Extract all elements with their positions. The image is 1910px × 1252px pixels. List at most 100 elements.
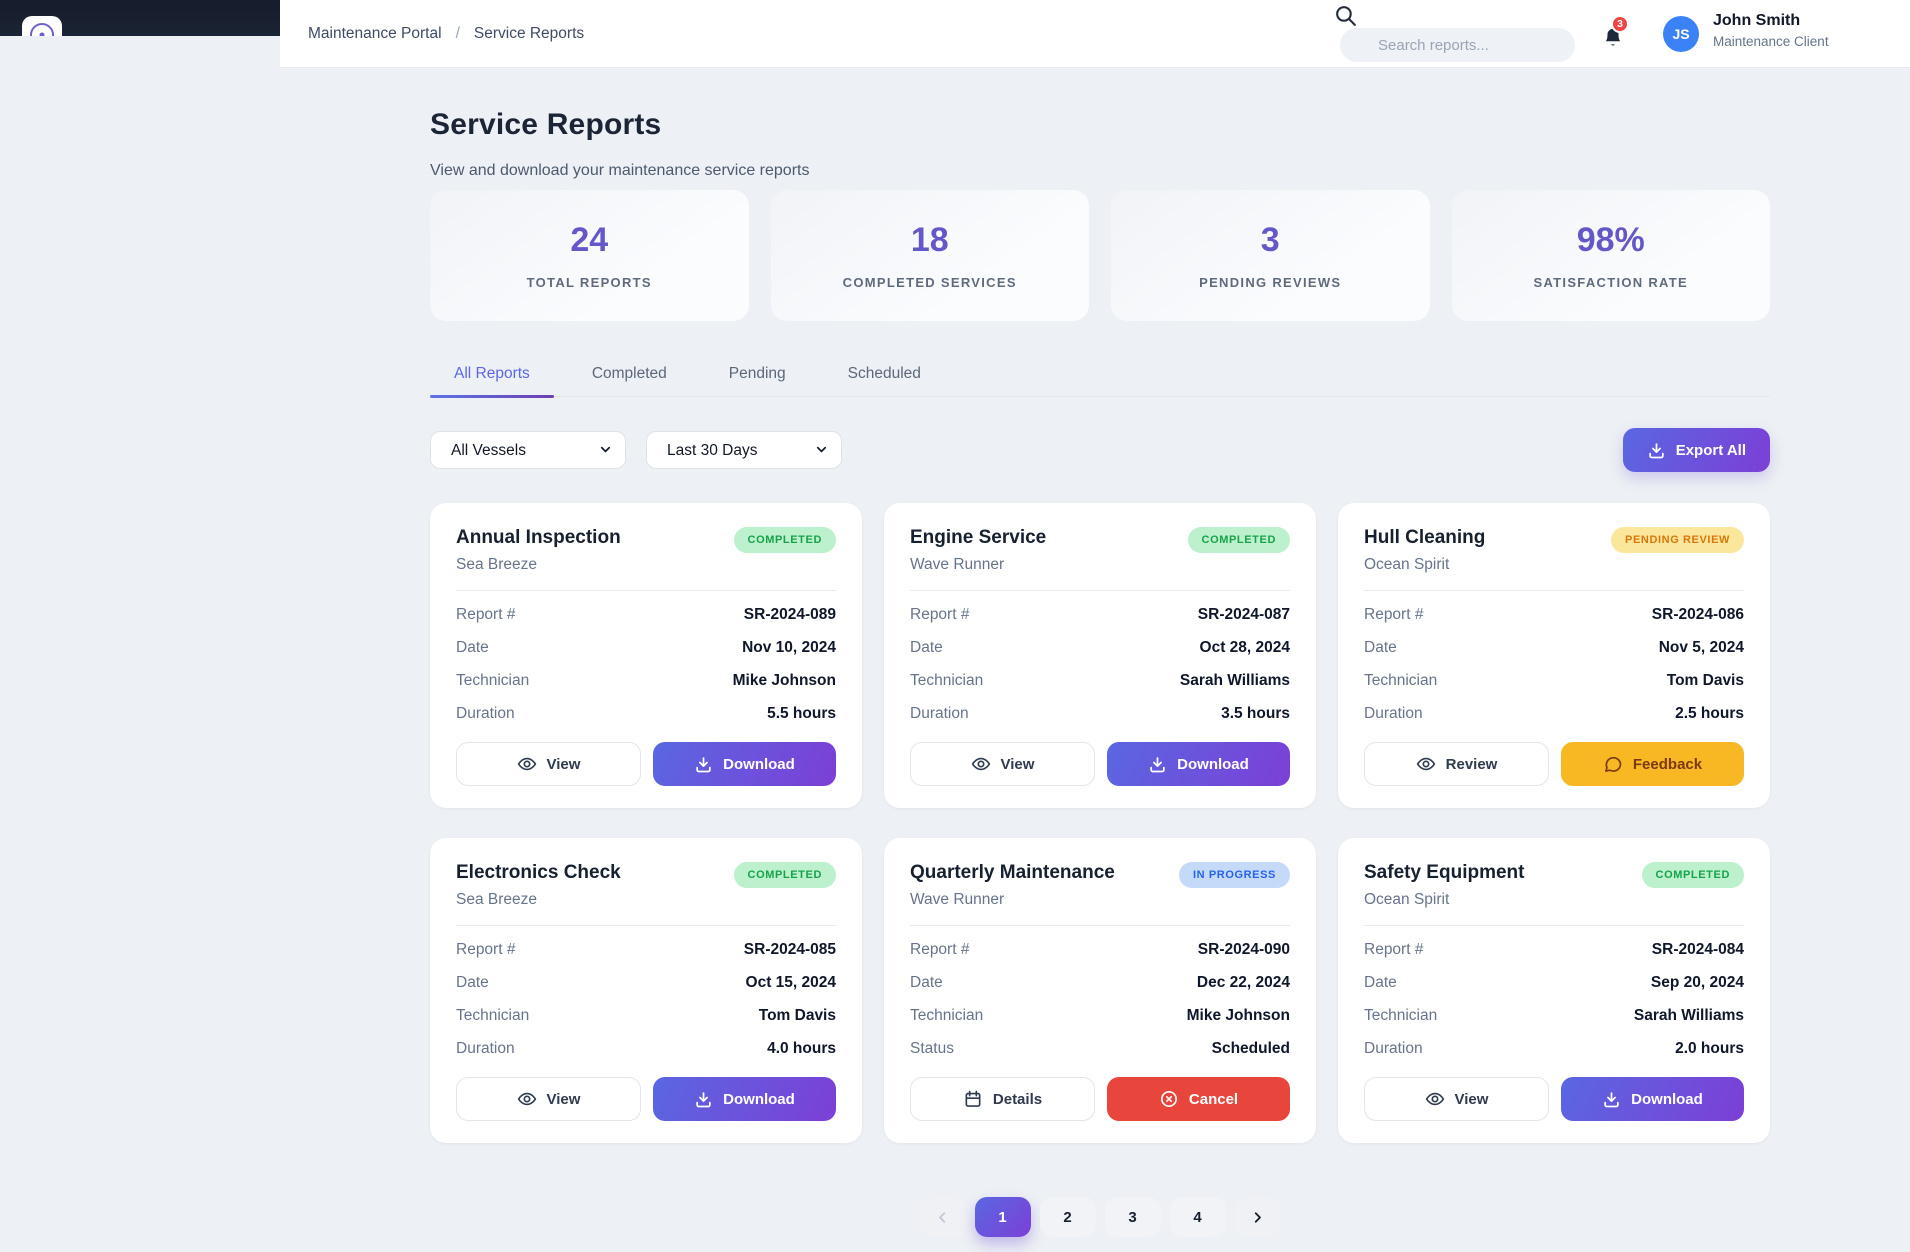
tab-pending[interactable]: Pending [728,365,786,383]
tab-completed[interactable]: Completed [591,365,667,383]
report-title: Annual Inspection [456,527,621,549]
stat-card: 24 TOTAL REPORTS [430,190,749,322]
stat-card: 3 PENDING REVIEWS [1111,190,1430,322]
filters-row: All Vessels Last 30 Days Export All [430,428,1770,473]
stat-value: 98% [1576,221,1645,260]
stat-label: COMPLETED SERVICES [842,275,1017,291]
eye-icon [1425,1089,1445,1109]
stats-row: 24 TOTAL REPORTS 18 COMPLETED SERVICES 3… [430,190,1770,322]
field-value: Mike Johnson [1186,1007,1290,1025]
cancel-button[interactable]: Cancel [1107,1077,1290,1122]
view-button[interactable]: View [456,742,641,787]
divider [910,590,1290,592]
export-all-button[interactable]: Export All [1622,428,1770,473]
view-button[interactable]: View [910,742,1095,787]
vessel-filter: All Vessels [430,431,626,470]
field-label: Date [456,639,489,657]
button-label: Download [1631,1090,1703,1108]
notifications-button[interactable]: 3 [1602,15,1629,51]
field-value: 5.5 hours [767,705,836,723]
vessel-select[interactable]: All Vessels [430,431,626,470]
reports-grid: Annual Inspection Sea Breeze COMPLETED R… [430,503,1770,1144]
report-field-technician: Technician Sarah Williams [910,672,1290,690]
details-button[interactable]: Details [910,1077,1095,1122]
download-button[interactable]: Download [653,742,836,787]
status-badge: COMPLETED [1187,527,1290,554]
button-label: Download [723,755,795,773]
field-value: Sarah Williams [1179,672,1290,690]
report-card: Hull Cleaning Ocean Spirit PENDING REVIE… [1338,503,1770,809]
report-field-report: Report # SR-2024-085 [456,941,836,959]
field-value: SR-2024-085 [743,941,836,959]
date-range-select[interactable]: Last 30 Days [646,431,842,470]
view-button[interactable]: View [1364,1077,1549,1122]
download-icon [1602,1090,1621,1109]
status-badge: COMPLETED [733,862,836,889]
pagination-next-button[interactable] [1234,1197,1281,1238]
field-value: Mike Johnson [732,672,836,690]
report-field-report: Report # SR-2024-084 [1364,941,1744,959]
button-label: Cancel [1188,1090,1239,1108]
avatar[interactable]: JS [1663,16,1699,52]
field-label: Technician [456,1007,530,1025]
pagination-page-2[interactable]: 2 [1039,1197,1096,1238]
stat-label: TOTAL REPORTS [526,275,652,291]
field-value: Oct 28, 2024 [1199,639,1290,657]
field-value: 2.5 hours [1675,705,1744,723]
tab-all-reports[interactable]: All Reports [430,365,554,399]
search-input[interactable] [1340,28,1575,62]
view-button[interactable]: View [456,1077,641,1122]
status-badge: IN PROGRESS [1178,862,1290,889]
report-field-duration: Duration 2.0 hours [1364,1040,1744,1058]
report-field-duration: Duration 5.5 hours [456,705,836,723]
field-value: Dec 22, 2024 [1196,974,1290,992]
x-circle-icon [1159,1089,1179,1109]
report-field-report: Report # SR-2024-090 [910,941,1290,959]
report-field-duration: Duration 2.5 hours [1364,705,1744,723]
divider [456,925,836,927]
breadcrumb-item-portal[interactable]: Maintenance Portal [308,25,442,42]
download-button[interactable]: Download [1107,742,1290,787]
pagination-page-1[interactable]: 1 [974,1197,1031,1238]
field-value: Tom Davis [758,1007,836,1025]
report-vessel: Sea Breeze [456,891,537,909]
tab-scheduled[interactable]: Scheduled [847,365,921,383]
field-value: SR-2024-087 [1197,606,1290,624]
field-label: Date [910,974,943,992]
report-field-technician: Technician Mike Johnson [910,1007,1290,1025]
field-value: Nov 10, 2024 [742,639,836,657]
field-label: Date [910,639,943,657]
button-label: Feedback [1632,755,1703,773]
pagination-page-3[interactable]: 3 [1104,1197,1161,1238]
field-label: Report # [456,941,516,959]
report-field-report: Report # SR-2024-089 [456,606,836,624]
download-icon [1647,441,1666,460]
download-button[interactable]: Download [1561,1077,1744,1122]
report-vessel: Ocean Spirit [1364,556,1450,574]
feedback-button[interactable]: Feedback [1561,742,1744,787]
download-button[interactable]: Download [653,1077,836,1122]
stat-value: 18 [910,221,949,260]
date-range-filter: Last 30 Days [646,431,842,470]
user-info[interactable]: John Smith Maintenance Client [1713,12,1829,49]
field-label: Duration [910,705,969,723]
field-value: Sep 20, 2024 [1650,974,1744,992]
field-label: Status [910,1040,954,1058]
report-title: Safety Equipment [1364,862,1525,884]
report-card: Engine Service Wave Runner COMPLETED Rep… [884,503,1316,809]
review-button[interactable]: Review [1364,742,1549,787]
report-card: Electronics Check Sea Breeze COMPLETED R… [430,838,862,1144]
field-label: Duration [1364,705,1423,723]
pagination-page-4[interactable]: 4 [1169,1197,1226,1238]
field-label: Duration [456,705,515,723]
pagination-prev-button[interactable] [919,1197,966,1238]
search-icon [1333,3,1358,28]
stat-value: 24 [570,221,609,260]
logo-button[interactable] [22,16,62,36]
eye-icon [1416,754,1436,774]
breadcrumb: Maintenance Portal / Service Reports [308,0,584,68]
field-value: SR-2024-084 [1651,941,1744,959]
page-title: Service Reports [430,108,662,141]
button-label: Details [992,1090,1043,1108]
field-value: 4.0 hours [767,1040,836,1058]
